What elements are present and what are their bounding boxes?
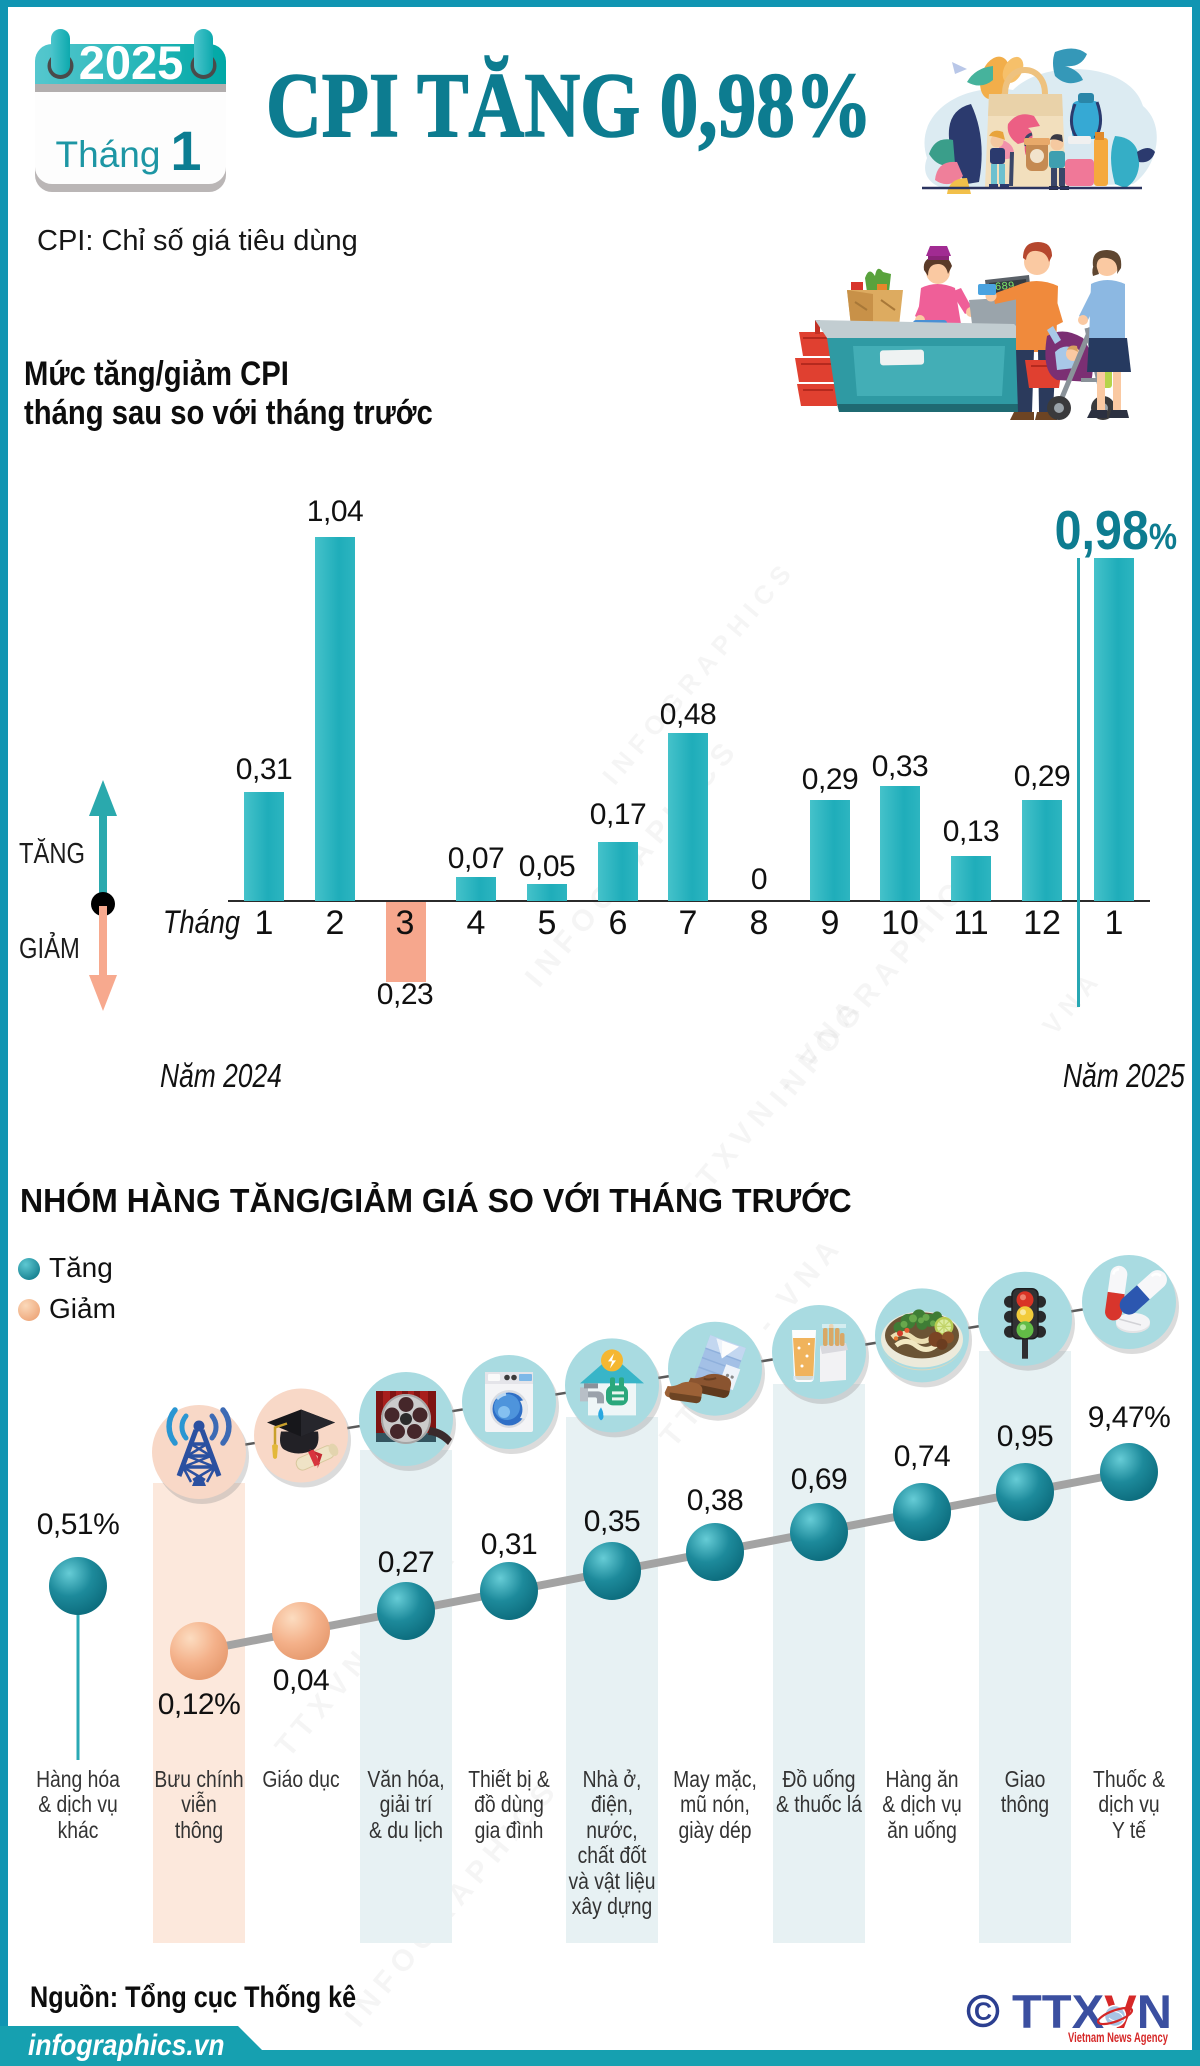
svg-text:1: 1	[170, 119, 201, 182]
svg-text:2025: 2025	[79, 36, 184, 89]
svg-text:C: C	[974, 1998, 992, 2026]
svg-text:Tháng: Tháng	[56, 134, 161, 175]
svg-text:Vietnam News Agency: Vietnam News Agency	[1068, 2030, 1168, 2045]
